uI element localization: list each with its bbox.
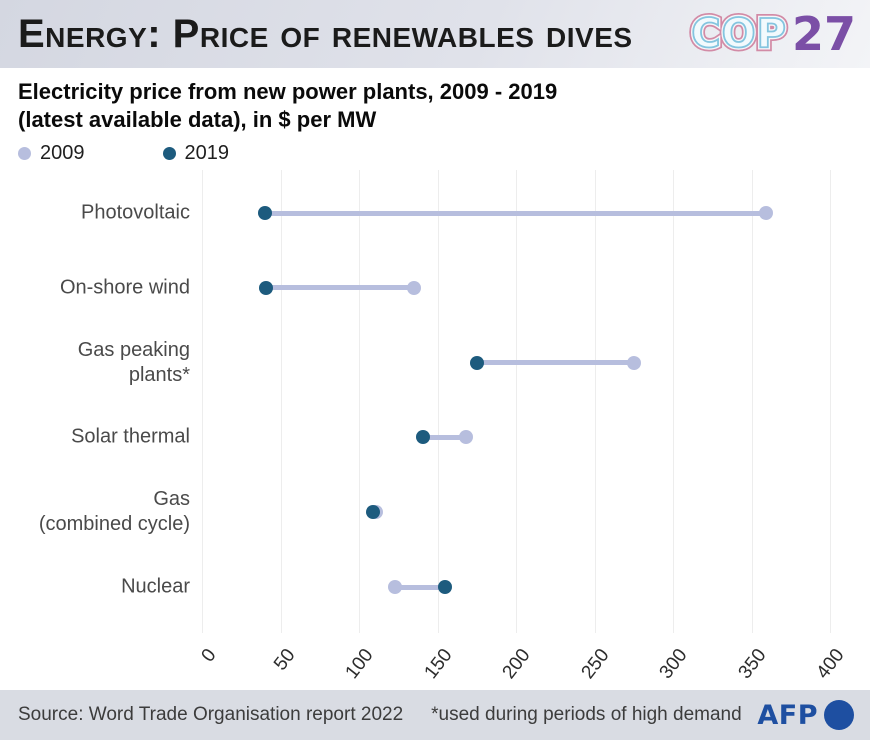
gridline-300 (673, 170, 674, 633)
legend-label: 2009 (40, 141, 85, 164)
cop27-logo: COP COP COP 27 (687, 7, 856, 61)
category-label: Photovoltaic (0, 201, 190, 226)
dot-2019-Nuclear (438, 580, 453, 594)
dot-2009-Gas peaking plants* (626, 355, 641, 370)
dot-2019-Solar thermal (416, 430, 431, 445)
dot-2019-On-shore wind (259, 280, 274, 295)
afp-logo: AFP (757, 700, 854, 731)
chart-subtitle: Electricity price from new power plants,… (0, 68, 870, 136)
dot-2009-Solar thermal (458, 430, 473, 445)
dot-2019-Gas (combined cycle) (366, 505, 381, 520)
dot-2009-Nuclear (388, 580, 403, 594)
dot-2009-On-shore wind (406, 280, 421, 295)
cop-outline-white: COP (689, 11, 788, 57)
footnote-text: *used during periods of high demand (431, 704, 742, 725)
subtitle-line-1: Electricity price from new power plants,… (18, 79, 558, 104)
gridline-400 (830, 170, 831, 633)
chart-legend: 2009 2019 (0, 136, 870, 170)
legend-dot-2009 (18, 146, 31, 160)
dot-2019-Gas peaking plants* (469, 355, 484, 370)
category-label: On-shore wind (0, 275, 190, 300)
cop-logo-letters: COP COP COP (687, 10, 790, 58)
category-label-line: Gas peaking (77, 338, 190, 361)
gridline-50 (280, 170, 282, 633)
category-label-line: Solar thermal (71, 425, 190, 448)
legend-label: 2019 (184, 141, 230, 164)
gridline-150 (437, 170, 439, 633)
gridline-0 (202, 170, 203, 633)
dumbbell-chart: 0 50 100 150 200 250 300 350 400 Photovoltaic On-s… (0, 170, 870, 690)
source-text: Source: Word Trade Organisation report 2… (18, 704, 404, 725)
dot-2019-Photovoltaic (257, 206, 272, 220)
dumbbell-line (266, 285, 414, 291)
dumbbell-line (476, 360, 634, 366)
gridline-100 (359, 170, 360, 633)
category-label-line: Nuclear (121, 575, 190, 598)
category-label: Solar thermal (0, 425, 190, 450)
category-label-line: On-shore wind (59, 276, 190, 299)
legend-item-2019: 2019 (162, 141, 230, 165)
afp-logo-text: AFP (757, 699, 818, 731)
gridline-250 (594, 170, 596, 633)
category-label-line: Photovoltaic (81, 201, 190, 224)
afp-circle-icon (824, 700, 854, 730)
page-title: Energy: Price of renewables dives (18, 12, 633, 56)
cop-outline-pink: COP (687, 10, 790, 58)
dumbbell-line (423, 434, 466, 440)
dumbbell-line (264, 210, 766, 216)
legend-dot-2019 (162, 146, 176, 160)
footer-bar: Source: Word Trade Organisation report 2… (0, 690, 870, 740)
legend-item-2009: 2009 (18, 142, 85, 165)
gridline-350 (751, 170, 753, 633)
category-label-line: (combined cycle) (38, 513, 190, 536)
dumbbell-line (395, 584, 446, 590)
header-band: Energy: Price of renewables dives COP CO… (0, 0, 870, 68)
cop-year: 27 (791, 7, 856, 61)
category-label: Nuclear (0, 575, 190, 600)
gridline-200 (516, 170, 517, 633)
category-label-line: Gas (153, 488, 190, 511)
category-label: Gas (combined cycle) (0, 487, 190, 537)
category-label-line: plants* (128, 363, 190, 386)
cop-outline-cyan: COP (690, 11, 787, 57)
category-label: Gas peaking plants* (0, 338, 190, 388)
subtitle-line-2: (latest available data), in $ per MW (18, 107, 377, 132)
dot-2009-Photovoltaic (758, 206, 773, 220)
